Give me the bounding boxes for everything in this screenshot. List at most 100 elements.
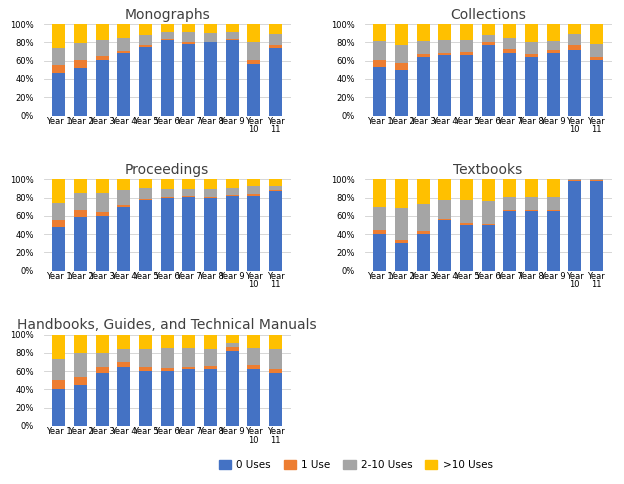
Bar <box>460 24 473 40</box>
Bar <box>482 42 495 45</box>
Bar <box>204 24 217 33</box>
Bar <box>95 60 109 116</box>
Bar <box>395 62 408 70</box>
Bar <box>482 45 495 116</box>
Bar <box>226 334 238 343</box>
Bar <box>503 180 516 197</box>
Bar <box>74 24 87 44</box>
Bar <box>182 24 195 32</box>
Bar <box>438 40 451 52</box>
Bar <box>139 35 152 45</box>
Bar <box>95 212 109 216</box>
Bar <box>590 181 603 271</box>
Bar <box>503 211 516 212</box>
Bar <box>460 52 473 55</box>
Bar <box>590 45 603 57</box>
Bar <box>139 200 152 271</box>
Bar <box>52 180 66 203</box>
Bar <box>160 40 173 116</box>
Bar <box>74 60 87 68</box>
Bar <box>95 40 109 56</box>
Bar <box>139 47 152 116</box>
Bar <box>247 42 260 60</box>
Bar <box>117 349 130 362</box>
Bar <box>226 343 238 348</box>
Bar <box>160 334 173 348</box>
Title: Proceedings: Proceedings <box>125 163 209 177</box>
Bar <box>525 212 538 271</box>
Bar <box>226 24 238 32</box>
Bar <box>417 41 429 54</box>
Bar <box>269 334 282 349</box>
Bar <box>547 212 560 271</box>
Bar <box>204 189 217 197</box>
Bar <box>247 334 260 348</box>
Bar <box>74 377 87 385</box>
Bar <box>74 193 87 210</box>
Bar <box>547 211 560 212</box>
Legend: 0 Uses, 1 Use, 2-10 Uses, >10 Uses: 0 Uses, 1 Use, 2-10 Uses, >10 Uses <box>215 455 497 474</box>
Bar <box>373 180 386 207</box>
Bar <box>139 45 152 47</box>
Bar <box>117 334 130 349</box>
Bar <box>417 24 429 41</box>
Bar <box>269 190 282 191</box>
Bar <box>204 334 217 349</box>
Bar <box>547 41 560 50</box>
Bar <box>182 348 195 366</box>
Bar <box>460 225 473 271</box>
Bar <box>74 180 87 193</box>
Bar <box>226 348 238 351</box>
Bar <box>160 197 173 271</box>
Bar <box>395 243 408 271</box>
Bar <box>204 33 217 42</box>
Bar <box>590 57 603 60</box>
Bar <box>547 52 560 116</box>
Bar <box>247 365 260 369</box>
Bar <box>52 334 66 359</box>
Bar <box>74 353 87 377</box>
Bar <box>438 221 451 271</box>
Bar <box>460 223 473 225</box>
Bar <box>52 65 66 73</box>
Bar <box>74 210 87 217</box>
Bar <box>482 180 495 201</box>
Bar <box>269 34 282 45</box>
Bar <box>160 180 173 189</box>
Bar <box>52 24 66 48</box>
Bar <box>247 348 260 365</box>
Bar <box>568 24 581 34</box>
Bar <box>417 234 429 271</box>
Bar <box>52 380 66 390</box>
Bar <box>52 48 66 65</box>
Bar <box>590 60 603 116</box>
Bar <box>95 24 109 40</box>
Bar <box>547 24 560 41</box>
Bar <box>482 225 495 271</box>
Bar <box>547 197 560 211</box>
Title: Monographs: Monographs <box>124 8 210 22</box>
Bar <box>182 189 195 196</box>
Bar <box>160 31 173 39</box>
Bar <box>117 51 130 52</box>
Bar <box>395 208 408 240</box>
Bar <box>568 45 581 50</box>
Bar <box>52 390 66 426</box>
Bar <box>52 73 66 116</box>
Bar <box>395 180 408 208</box>
Bar <box>482 35 495 42</box>
Bar <box>460 200 473 223</box>
Bar <box>438 55 451 116</box>
Bar <box>269 186 282 190</box>
Bar <box>438 200 451 219</box>
Bar <box>525 197 538 211</box>
Bar <box>247 194 260 196</box>
Bar <box>117 205 130 207</box>
Bar <box>373 24 386 41</box>
Bar <box>417 180 429 204</box>
Bar <box>182 369 195 426</box>
Bar <box>269 191 282 271</box>
Bar <box>568 34 581 45</box>
Bar <box>204 369 217 426</box>
Bar <box>525 211 538 212</box>
